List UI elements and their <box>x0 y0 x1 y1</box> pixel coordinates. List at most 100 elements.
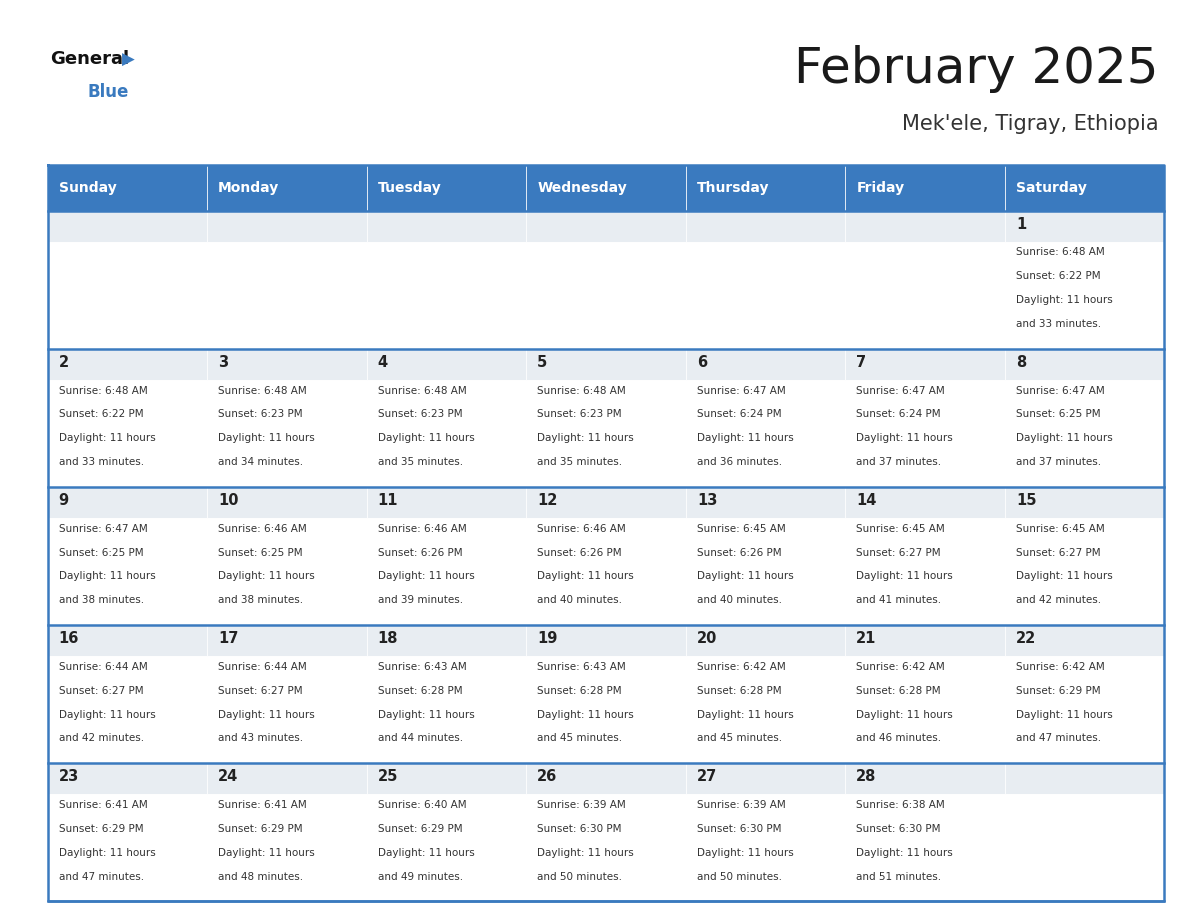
Text: and 50 minutes.: and 50 minutes. <box>537 871 623 881</box>
Text: Daylight: 11 hours: Daylight: 11 hours <box>1016 296 1113 306</box>
Text: Daylight: 11 hours: Daylight: 11 hours <box>58 572 156 581</box>
Text: 4: 4 <box>378 354 387 370</box>
Text: Daylight: 11 hours: Daylight: 11 hours <box>58 710 156 720</box>
Text: Daylight: 11 hours: Daylight: 11 hours <box>537 847 634 857</box>
Bar <box>207 349 367 379</box>
Text: 26: 26 <box>537 769 557 784</box>
Text: Daylight: 11 hours: Daylight: 11 hours <box>58 847 156 857</box>
Text: Sunrise: 6:44 AM: Sunrise: 6:44 AM <box>219 662 307 672</box>
Text: Sunrise: 6:45 AM: Sunrise: 6:45 AM <box>1016 523 1105 533</box>
Text: Sunset: 6:27 PM: Sunset: 6:27 PM <box>58 686 144 696</box>
Text: Sunrise: 6:46 AM: Sunrise: 6:46 AM <box>537 523 626 533</box>
Bar <box>367 211 526 241</box>
Text: 12: 12 <box>537 493 557 508</box>
Text: Daylight: 11 hours: Daylight: 11 hours <box>378 710 474 720</box>
Text: and 48 minutes.: and 48 minutes. <box>219 871 303 881</box>
Bar <box>48 625 207 655</box>
Text: Daylight: 11 hours: Daylight: 11 hours <box>697 433 794 443</box>
Bar <box>48 349 207 379</box>
Bar <box>526 379 685 487</box>
Text: and 37 minutes.: and 37 minutes. <box>1016 457 1101 467</box>
Text: Sunrise: 6:42 AM: Sunrise: 6:42 AM <box>1016 662 1105 672</box>
Bar <box>207 794 367 901</box>
Bar <box>526 211 685 241</box>
Text: Sunset: 6:25 PM: Sunset: 6:25 PM <box>1016 409 1100 420</box>
Text: 24: 24 <box>219 769 239 784</box>
Text: 3: 3 <box>219 354 228 370</box>
Text: General: General <box>50 50 129 69</box>
Text: 22: 22 <box>1016 631 1036 645</box>
Bar <box>48 211 207 241</box>
Bar <box>207 655 367 764</box>
Text: Daylight: 11 hours: Daylight: 11 hours <box>697 572 794 581</box>
Text: and 41 minutes.: and 41 minutes. <box>857 596 941 606</box>
Text: Sunrise: 6:42 AM: Sunrise: 6:42 AM <box>697 662 785 672</box>
Text: Sunrise: 6:47 AM: Sunrise: 6:47 AM <box>1016 386 1105 396</box>
Bar <box>685 349 845 379</box>
Bar <box>1005 241 1164 349</box>
Text: Daylight: 11 hours: Daylight: 11 hours <box>219 572 315 581</box>
Text: Sunset: 6:30 PM: Sunset: 6:30 PM <box>857 823 941 834</box>
Text: and 46 minutes.: and 46 minutes. <box>857 733 941 744</box>
Bar <box>367 655 526 764</box>
Text: Sunrise: 6:47 AM: Sunrise: 6:47 AM <box>697 386 785 396</box>
Bar <box>48 764 207 794</box>
Text: Sunrise: 6:47 AM: Sunrise: 6:47 AM <box>857 386 946 396</box>
Bar <box>367 794 526 901</box>
Bar <box>526 487 685 518</box>
Text: Sunset: 6:24 PM: Sunset: 6:24 PM <box>697 409 782 420</box>
Text: Sunrise: 6:45 AM: Sunrise: 6:45 AM <box>697 523 785 533</box>
Bar <box>845 625 1005 655</box>
Bar <box>207 764 367 794</box>
Text: Daylight: 11 hours: Daylight: 11 hours <box>537 710 634 720</box>
Text: Monday: Monday <box>219 181 279 196</box>
Bar <box>845 379 1005 487</box>
Text: 15: 15 <box>1016 493 1036 508</box>
Bar <box>685 518 845 625</box>
Bar <box>207 379 367 487</box>
Text: and 40 minutes.: and 40 minutes. <box>537 596 623 606</box>
Bar <box>845 241 1005 349</box>
Text: Daylight: 11 hours: Daylight: 11 hours <box>697 847 794 857</box>
Text: Sunset: 6:25 PM: Sunset: 6:25 PM <box>58 547 144 557</box>
Text: and 33 minutes.: and 33 minutes. <box>1016 319 1101 330</box>
Text: Sunset: 6:27 PM: Sunset: 6:27 PM <box>219 686 303 696</box>
Text: 9: 9 <box>58 493 69 508</box>
Text: Saturday: Saturday <box>1016 181 1087 196</box>
Text: Daylight: 11 hours: Daylight: 11 hours <box>378 572 474 581</box>
Bar <box>685 165 845 211</box>
Text: and 34 minutes.: and 34 minutes. <box>219 457 303 467</box>
Text: Tuesday: Tuesday <box>378 181 442 196</box>
Text: Sunrise: 6:39 AM: Sunrise: 6:39 AM <box>697 800 785 810</box>
Text: 25: 25 <box>378 769 398 784</box>
Text: 13: 13 <box>697 493 718 508</box>
Text: Sunset: 6:28 PM: Sunset: 6:28 PM <box>857 686 941 696</box>
Text: Sunset: 6:27 PM: Sunset: 6:27 PM <box>1016 547 1100 557</box>
Bar <box>48 487 207 518</box>
Bar <box>48 655 207 764</box>
Text: and 37 minutes.: and 37 minutes. <box>857 457 941 467</box>
Bar <box>367 379 526 487</box>
Bar <box>845 518 1005 625</box>
Text: Sunrise: 6:48 AM: Sunrise: 6:48 AM <box>537 386 626 396</box>
Bar <box>1005 625 1164 655</box>
Text: Sunset: 6:28 PM: Sunset: 6:28 PM <box>378 686 462 696</box>
Text: and 47 minutes.: and 47 minutes. <box>58 871 144 881</box>
Bar <box>685 487 845 518</box>
Bar <box>207 487 367 518</box>
Text: Sunrise: 6:45 AM: Sunrise: 6:45 AM <box>857 523 946 533</box>
Text: and 38 minutes.: and 38 minutes. <box>58 596 144 606</box>
Bar <box>1005 211 1164 241</box>
Text: and 43 minutes.: and 43 minutes. <box>219 733 303 744</box>
Text: 5: 5 <box>537 354 548 370</box>
Text: Sunrise: 6:42 AM: Sunrise: 6:42 AM <box>857 662 946 672</box>
Bar <box>207 518 367 625</box>
Text: and 39 minutes.: and 39 minutes. <box>378 596 463 606</box>
Text: Sunset: 6:23 PM: Sunset: 6:23 PM <box>537 409 621 420</box>
Text: and 45 minutes.: and 45 minutes. <box>697 733 782 744</box>
Text: Daylight: 11 hours: Daylight: 11 hours <box>697 710 794 720</box>
Text: Sunset: 6:30 PM: Sunset: 6:30 PM <box>537 823 621 834</box>
Bar <box>1005 764 1164 794</box>
Text: Blue: Blue <box>88 83 129 101</box>
Text: Sunset: 6:30 PM: Sunset: 6:30 PM <box>697 823 782 834</box>
